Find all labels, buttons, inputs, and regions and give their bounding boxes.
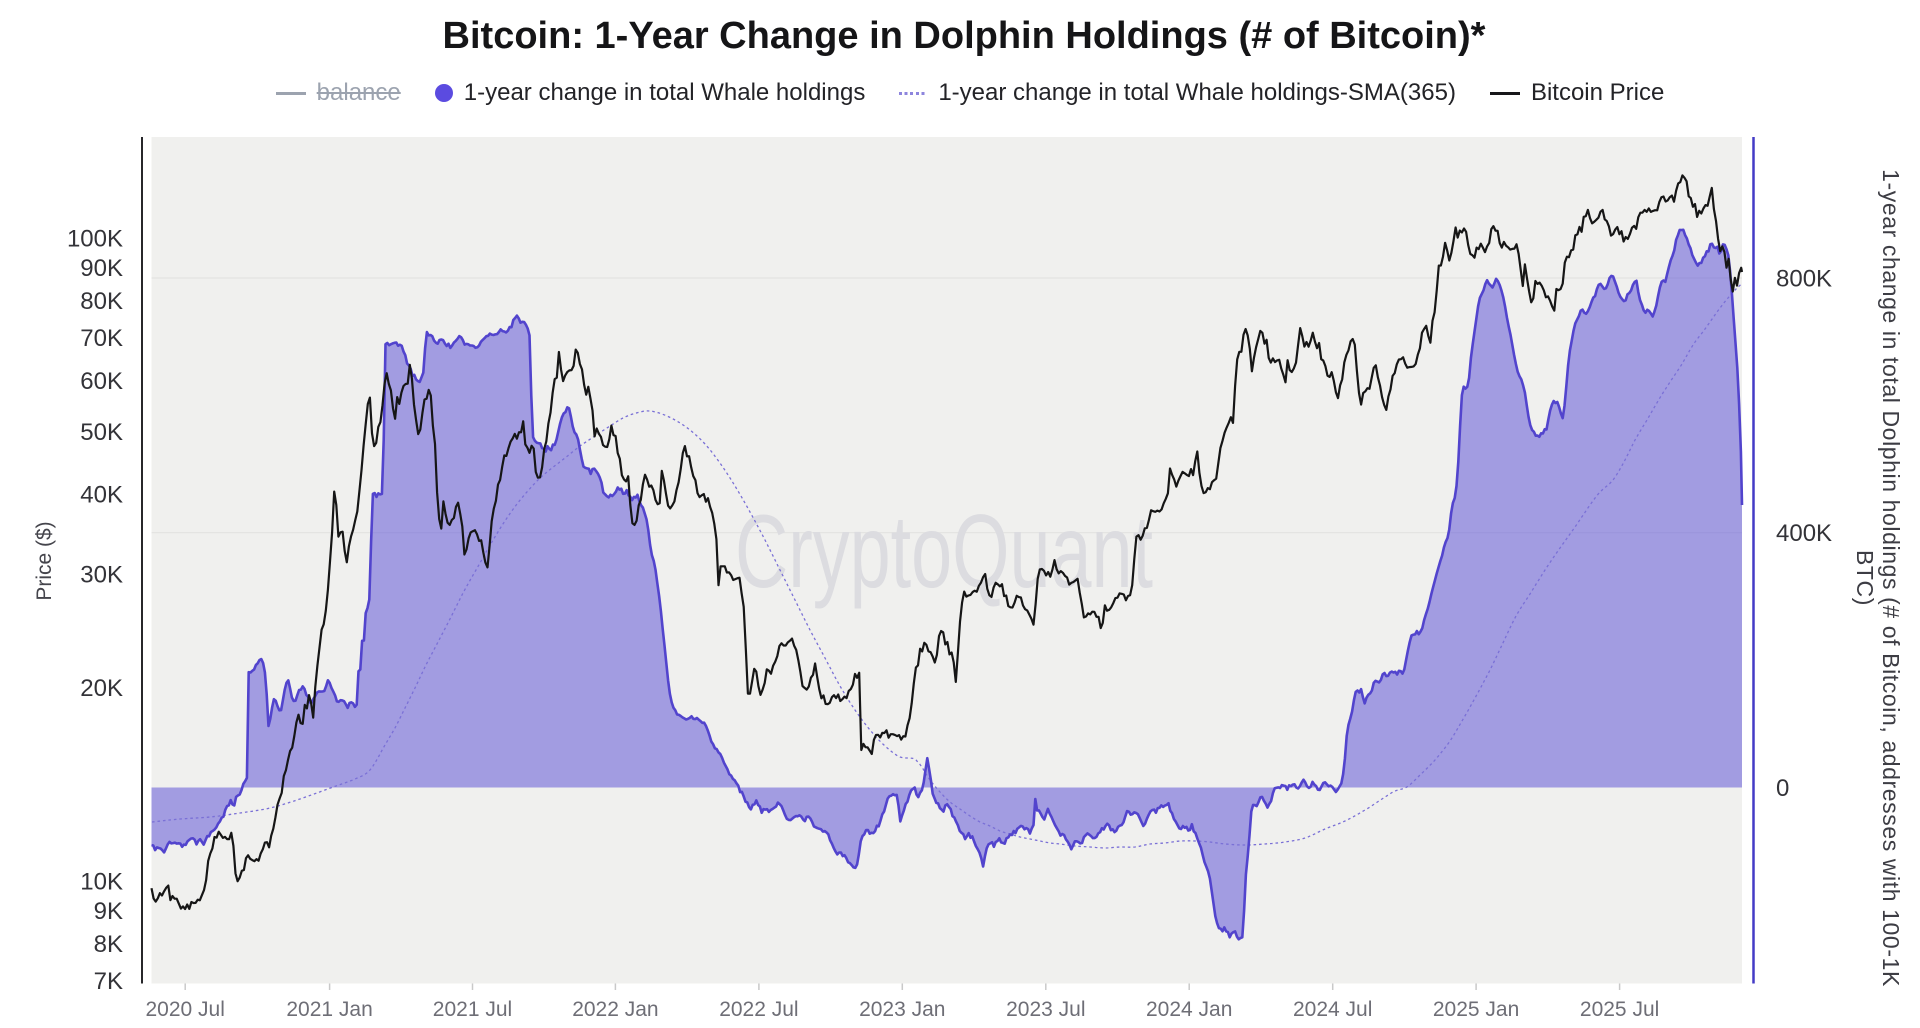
svg-text:20K: 20K — [80, 675, 123, 702]
svg-text:40K: 40K — [80, 481, 123, 508]
svg-text:30K: 30K — [80, 562, 123, 589]
svg-text:2022 Jul: 2022 Jul — [719, 998, 798, 1021]
svg-text:50K: 50K — [80, 419, 123, 446]
svg-text:2023 Jan: 2023 Jan — [859, 998, 945, 1021]
svg-text:2025 Jan: 2025 Jan — [1433, 998, 1519, 1021]
svg-text:100K: 100K — [67, 226, 123, 253]
svg-text:7K: 7K — [94, 968, 123, 995]
svg-text:90K: 90K — [80, 255, 123, 282]
svg-text:0: 0 — [1776, 775, 1789, 802]
svg-text:800K: 800K — [1776, 266, 1832, 293]
svg-text:2022 Jan: 2022 Jan — [572, 998, 658, 1021]
svg-text:10K: 10K — [80, 869, 123, 896]
svg-text:2021 Jan: 2021 Jan — [286, 998, 372, 1021]
svg-text:2021 Jul: 2021 Jul — [433, 998, 512, 1021]
svg-text:400K: 400K — [1776, 520, 1832, 547]
svg-text:2024 Jan: 2024 Jan — [1146, 998, 1232, 1021]
svg-text:2024 Jul: 2024 Jul — [1293, 998, 1372, 1021]
svg-text:2025 Jul: 2025 Jul — [1580, 998, 1659, 1021]
svg-text:70K: 70K — [80, 325, 123, 352]
svg-text:CryptoQuant: CryptoQuant — [735, 494, 1153, 610]
svg-text:2023 Jul: 2023 Jul — [1006, 998, 1085, 1021]
svg-text:60K: 60K — [80, 368, 123, 395]
svg-text:8K: 8K — [94, 931, 123, 958]
svg-text:2020 Jul: 2020 Jul — [145, 998, 224, 1021]
svg-text:9K: 9K — [94, 898, 123, 925]
svg-text:80K: 80K — [80, 288, 123, 315]
